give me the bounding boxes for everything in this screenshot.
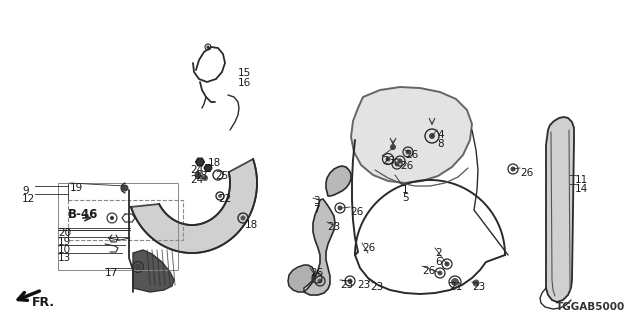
Polygon shape [351,87,472,183]
Text: 19: 19 [58,237,71,247]
Text: 19: 19 [70,183,83,193]
Text: 23: 23 [327,222,340,232]
Polygon shape [133,250,174,292]
Text: 22: 22 [218,194,231,204]
Text: 23: 23 [370,282,383,292]
Polygon shape [195,158,205,166]
Polygon shape [131,159,257,253]
Circle shape [337,205,342,211]
Circle shape [406,149,410,155]
Polygon shape [326,166,351,196]
Text: 3: 3 [313,196,319,206]
Circle shape [110,216,114,220]
Circle shape [348,278,353,284]
Circle shape [134,263,141,270]
Text: 14: 14 [575,184,588,194]
Polygon shape [546,117,574,302]
Text: 6: 6 [435,257,442,267]
Circle shape [241,215,246,220]
Text: 20: 20 [58,228,71,238]
Circle shape [438,270,442,276]
Text: 13: 13 [58,253,71,263]
Text: 23: 23 [472,282,485,292]
Polygon shape [288,265,314,292]
Circle shape [385,156,390,162]
Text: 24: 24 [190,175,204,185]
Text: 21: 21 [449,282,462,292]
Text: 18: 18 [245,220,259,230]
Text: 26: 26 [310,268,323,278]
Text: 26: 26 [350,207,364,217]
Text: 15: 15 [238,68,252,78]
Text: 1: 1 [402,185,408,195]
Polygon shape [204,164,212,172]
Circle shape [195,172,202,179]
Text: B-46: B-46 [68,208,99,221]
Text: 25: 25 [215,171,228,181]
Text: FR.: FR. [32,296,55,309]
Circle shape [472,279,479,286]
Text: 8: 8 [437,139,444,149]
Text: 2: 2 [435,248,442,258]
Text: 11: 11 [575,175,588,185]
Circle shape [394,162,399,166]
Text: 26: 26 [520,168,533,178]
Circle shape [451,278,459,286]
Text: 26: 26 [362,243,375,253]
Circle shape [397,158,403,164]
Text: 12: 12 [22,194,35,204]
Text: 23: 23 [357,280,371,290]
Text: 26: 26 [400,161,413,171]
Text: 18: 18 [195,171,208,181]
Bar [58,183,178,270]
Circle shape [317,278,323,284]
Circle shape [511,166,515,172]
Text: 10: 10 [58,245,71,255]
Text: 16: 16 [238,78,252,88]
Text: 4: 4 [437,130,444,140]
Circle shape [445,261,449,267]
Text: 5: 5 [402,193,408,203]
Text: 26: 26 [422,266,435,276]
Circle shape [202,175,208,181]
Circle shape [207,45,209,49]
Circle shape [429,133,435,139]
Text: 26: 26 [405,150,419,160]
Circle shape [122,185,129,191]
Text: TGGAB5000: TGGAB5000 [556,302,625,312]
Text: 23: 23 [382,156,396,166]
Text: 7: 7 [313,205,319,215]
Text: 24: 24 [190,165,204,175]
Text: 9: 9 [22,186,29,196]
Circle shape [218,194,222,198]
Text: 18: 18 [208,158,221,168]
Text: 17: 17 [105,268,118,278]
Circle shape [390,144,396,150]
Text: 23: 23 [340,280,353,290]
Polygon shape [304,199,335,295]
